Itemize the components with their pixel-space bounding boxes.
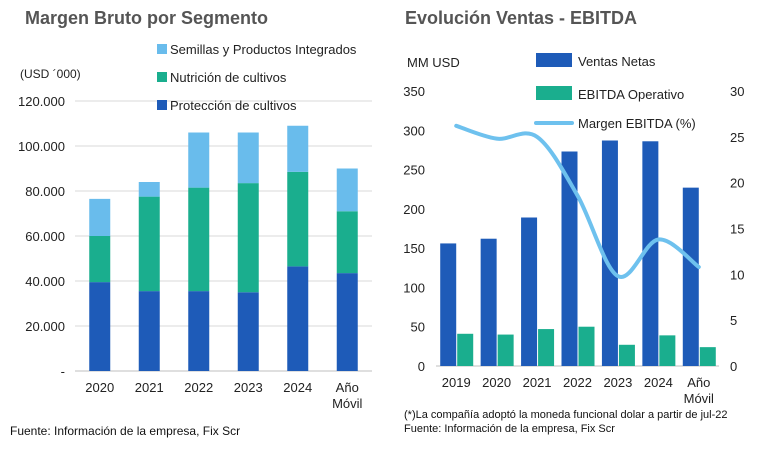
bar-ventas-netas — [561, 151, 578, 366]
legend-swatch-ebitda — [536, 86, 572, 100]
y-tick-label: 20.000 — [25, 319, 65, 334]
x-tick-label: 2021 — [135, 380, 164, 395]
x-tick-label: 2021 — [523, 375, 552, 390]
bar-semillas — [188, 132, 210, 188]
x-tick-label: 2022 — [184, 380, 213, 395]
y-tick-label: 300 — [403, 123, 425, 138]
y-tick-label: 350 — [403, 84, 425, 99]
y-tick-label: - — [61, 364, 65, 379]
y-tick-label: 60.000 — [25, 229, 65, 244]
legend-label: Margen EBITDA (%) — [578, 116, 696, 131]
y-tick-label: 150 — [403, 241, 425, 256]
legend-label: Nutrición de cultivos — [170, 70, 287, 85]
bar-semillas — [336, 168, 358, 212]
bar-ventas-netas — [601, 140, 618, 366]
bar-ebitda-operativo — [618, 344, 635, 366]
bar-semillas — [89, 198, 111, 236]
bar-ventas-netas — [521, 217, 538, 366]
y-tick-label: 120.000 — [18, 94, 65, 109]
bar-ebitda-operativo — [538, 329, 555, 366]
x-tick-label: 2023 — [603, 375, 632, 390]
ventas-ebitda-chart: MM USD 0 50 100 150 200 250 300 350 0 5 10 15 20 25 30 2… — [403, 53, 744, 406]
bar-nutricion — [336, 211, 358, 274]
y-axis-unit-label: (USD ´000) — [20, 67, 81, 81]
ventas-ebitda-title: Evolución Ventas - EBITDA — [405, 8, 638, 28]
bar-ebitda-operativo — [497, 334, 514, 366]
bar-semillas — [287, 125, 309, 172]
bar-ebitda-operativo — [659, 335, 676, 366]
y2-tick-label: 15 — [730, 222, 744, 237]
margen-bruto-panel: Margen Bruto por Segmento (USD ´000) - 20.… — [0, 0, 385, 452]
left-source-note: Fuente: Información de la empresa, Fix S… — [10, 424, 241, 438]
currency-footnote: (*)La compañía adoptó la moneda funciona… — [404, 409, 728, 421]
y-tick-label: 100 — [403, 280, 425, 295]
bar-ebitda-operativo — [699, 347, 716, 366]
legend-label: Protección de cultivos — [170, 98, 297, 113]
margen-bruto-title: Margen Bruto por Segmento — [25, 8, 269, 28]
y2-tick-label: 5 — [730, 313, 737, 328]
y2-tick-label: 0 — [730, 359, 737, 374]
bar-ebitda-operativo — [578, 326, 595, 366]
y-tick-label: 250 — [403, 163, 425, 178]
bar-ventas-netas — [642, 141, 659, 366]
bar-ventas-netas — [440, 243, 457, 366]
y-axis-unit-label: MM USD — [407, 55, 460, 70]
legend-label: EBITDA Operativo — [578, 87, 684, 102]
y-tick-label: 0 — [418, 359, 425, 374]
bar-nutricion — [287, 171, 309, 267]
line-margen-ebitda — [454, 123, 701, 279]
bar-proteccion — [188, 291, 210, 371]
x-tick-label: 2019 — [442, 375, 471, 390]
x-tick-label: Año Móvil — [332, 380, 362, 411]
bar-proteccion — [336, 273, 358, 371]
legend-swatch — [157, 100, 167, 110]
y-tick-label: 40.000 — [25, 274, 65, 289]
bar-ebitda-operativo — [457, 333, 474, 366]
y-tick-label: 50 — [411, 320, 425, 335]
bar-proteccion — [138, 291, 160, 371]
y-tick-label: 100.000 — [18, 139, 65, 154]
legend-swatch — [157, 44, 167, 54]
bar-semillas — [138, 182, 160, 197]
y-tick-label: 200 — [403, 202, 425, 217]
bar-nutricion — [237, 183, 259, 293]
legend-swatch-ventas — [536, 53, 572, 67]
x-tick-label: 2024 — [644, 375, 673, 390]
legend-swatch — [157, 72, 167, 82]
legend-label: Semillas y Productos Integrados — [170, 42, 357, 57]
ventas-ebitda-panel: Evolución Ventas - EBITDA MM USD 0 50 100 15… — [390, 0, 775, 452]
bar-ventas-netas — [480, 238, 497, 366]
x-tick-label: 2023 — [234, 380, 263, 395]
legend-label: Ventas Netas — [578, 54, 656, 69]
bar-nutricion — [188, 187, 210, 292]
margen-bruto-chart: (USD ´000) - 20.000 40.000 60.000 80.000 100.0… — [18, 42, 372, 411]
bar-proteccion — [287, 266, 309, 371]
y2-tick-label: 30 — [730, 84, 744, 99]
x-tick-label: Año Móvil — [684, 375, 714, 406]
x-tick-label: 2022 — [563, 375, 592, 390]
bar-nutricion — [138, 196, 160, 292]
y-tick-label: 80.000 — [25, 184, 65, 199]
x-tick-label: 2020 — [85, 380, 114, 395]
x-tick-label: 2020 — [482, 375, 511, 390]
right-source-note: Fuente: Información de la empresa, Fix S… — [404, 423, 615, 435]
bar-ventas-netas — [682, 187, 699, 366]
bar-nutricion — [89, 236, 111, 283]
bar-proteccion — [89, 282, 111, 371]
y2-tick-label: 10 — [730, 267, 744, 282]
y2-tick-label: 25 — [730, 130, 744, 145]
x-tick-label: 2024 — [283, 380, 312, 395]
bar-semillas — [237, 132, 259, 184]
bar-proteccion — [237, 292, 259, 371]
y2-tick-label: 20 — [730, 176, 744, 191]
